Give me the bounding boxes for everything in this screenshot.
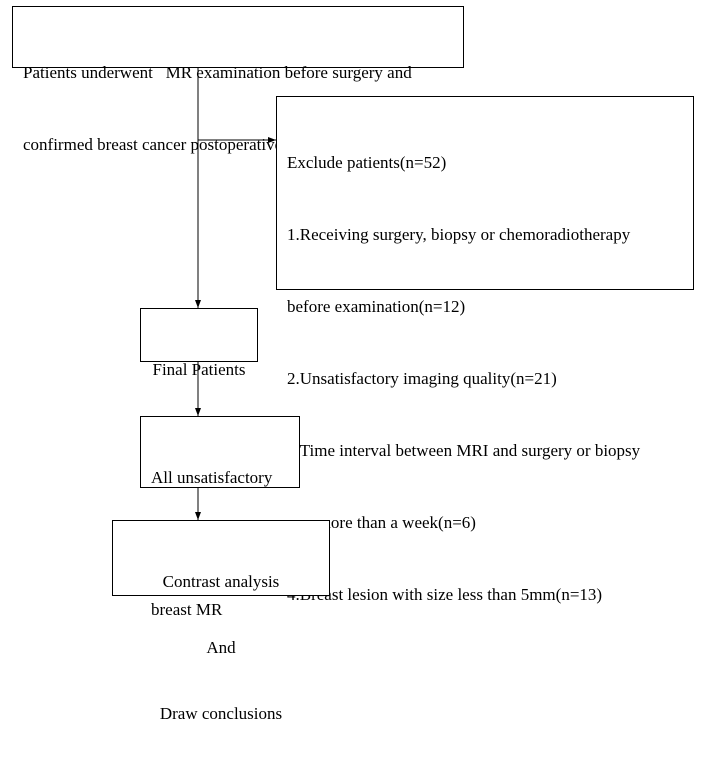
text-line: 2.Unsatisfactory imaging quality(n=21) — [287, 367, 683, 391]
flowchart-container: Patients underwent MR examination before… — [0, 0, 708, 606]
text-line: Draw conclusions — [123, 703, 319, 725]
text-line: Contrast analysis — [123, 571, 319, 593]
node-conclusion: Contrast analysis And Draw conclusions — [112, 520, 330, 596]
text-line: before examination(n=12) — [287, 295, 683, 319]
text-line: And — [123, 637, 319, 659]
text-line: 3.Time interval between MRI and surgery … — [287, 439, 683, 463]
node-exclude-patients: Exclude patients(n=52) 1.Receiving surge… — [276, 96, 694, 290]
node-final-patients: Final Patients (n=227) — [140, 308, 258, 362]
text-line: Final Patients — [151, 359, 247, 381]
text-line: All unsatisfactory — [151, 467, 289, 489]
node-initial-patients: Patients underwent MR examination before… — [12, 6, 464, 68]
text-line: 4.Breast lesion with size less than 5mm(… — [287, 583, 683, 607]
node-breast-mr: All unsatisfactory patients underwent br… — [140, 416, 300, 488]
text-line: Patients underwent MR examination before… — [23, 61, 453, 85]
text-line: Exclude patients(n=52) — [287, 151, 683, 175]
text-line: was more than a week(n=6) — [287, 511, 683, 535]
text-line: 1.Receiving surgery, biopsy or chemoradi… — [287, 223, 683, 247]
